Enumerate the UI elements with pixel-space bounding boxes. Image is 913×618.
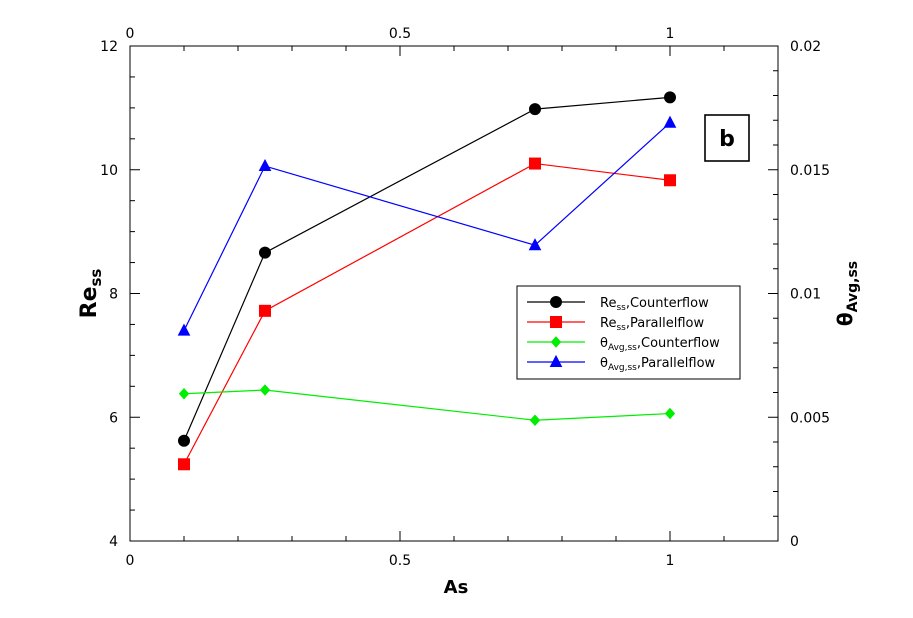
- legend-label-name: ,Counterflow: [626, 296, 709, 311]
- data-point: [663, 115, 677, 128]
- data-point: [259, 384, 271, 396]
- series-4: [177, 115, 677, 336]
- series-1: [178, 91, 676, 447]
- y-left-tick-label: 6: [109, 410, 118, 426]
- y-axis-left-title-main: Re: [77, 286, 102, 318]
- y-axis-left-title: Ress: [77, 269, 105, 319]
- series-line: [183, 96, 671, 441]
- legend-label-name: ,Parallelflow: [626, 316, 705, 331]
- x-axis-title: As: [444, 577, 469, 598]
- plot-area: [129, 45, 779, 542]
- series-line: [183, 162, 671, 465]
- series-group: [177, 91, 677, 471]
- x-tick-label: 0.5: [389, 553, 411, 569]
- data-point: [259, 304, 271, 317]
- data-point: [529, 414, 541, 426]
- x-top-tick-label: 0: [126, 26, 135, 42]
- panel-label-box: b: [704, 114, 750, 162]
- y-left-tick-label: 12: [100, 39, 118, 55]
- legend: Ress,CounterflowRess,ParallelflowθAvg,ss…: [516, 285, 741, 380]
- series-line: [183, 389, 671, 421]
- data-point: [550, 336, 562, 348]
- legend-label-main: θ: [600, 336, 608, 351]
- data-point: [177, 323, 191, 336]
- y-axis-left-title-sub: ss: [87, 269, 105, 287]
- legend-label-main: Re: [600, 316, 616, 331]
- x-tick-label: 0: [126, 553, 135, 569]
- data-point: [664, 174, 676, 187]
- legend-label: Ress,Counterflow: [600, 296, 709, 313]
- data-point: [258, 158, 272, 172]
- legend-label: Ress,Parallelflow: [600, 316, 704, 333]
- y-right-tick-label: 0.015: [790, 163, 830, 179]
- legend-item: Ress,Counterflow: [527, 296, 709, 313]
- data-point: [528, 238, 542, 251]
- legend-label-sub: ss: [616, 323, 626, 333]
- y-right-tick-label: 0.01: [790, 287, 821, 303]
- series-2: [178, 157, 676, 471]
- series-line: [183, 122, 671, 331]
- legend-label: θAvg,ss,Counterflow: [600, 336, 720, 353]
- y-right-tick-label: 0.005: [790, 410, 830, 426]
- axis-ticks: [129, 45, 779, 542]
- data-point: [178, 434, 190, 447]
- legend-label-main: θ: [600, 356, 608, 371]
- legend-label-sub: ss: [616, 303, 626, 313]
- legend-label-main: Re: [600, 296, 616, 311]
- x-top-tick-label: 0.5: [389, 26, 411, 42]
- panel-label: b: [719, 127, 735, 152]
- legend-label-sub: Avg,ss: [608, 363, 637, 373]
- y-right-tick-label: 0: [790, 534, 799, 550]
- legend-label-name: ,Parallelflow: [637, 356, 716, 371]
- y-axis-right-title-sub: Avg,ss: [845, 261, 861, 312]
- data-point: [664, 91, 676, 104]
- legend-label-name: ,Counterflow: [637, 336, 720, 351]
- y-left-tick-label: 4: [109, 534, 118, 550]
- y-right-tick-label: 0.02: [790, 39, 821, 55]
- x-tick-label: 1: [666, 553, 675, 569]
- legend-item: θAvg,ss,Parallelflow: [527, 354, 716, 373]
- data-point: [178, 458, 190, 471]
- legend-label-sub: Avg,ss: [608, 343, 637, 353]
- data-point: [549, 354, 563, 367]
- legend-item: θAvg,ss,Counterflow: [527, 336, 720, 353]
- data-point: [664, 407, 676, 420]
- y-axis-right-title: θAvg,ss: [833, 261, 861, 326]
- data-point: [178, 387, 190, 400]
- data-point: [259, 246, 271, 259]
- legend-item: Ress,Parallelflow: [527, 316, 704, 333]
- data-point: [529, 157, 541, 170]
- legend-label: θAvg,ss,Parallelflow: [600, 356, 716, 373]
- y-left-tick-label: 8: [109, 287, 118, 303]
- x-top-tick-label: 1: [666, 26, 675, 42]
- series-3: [178, 384, 676, 426]
- data-point: [550, 316, 562, 328]
- data-point: [550, 296, 562, 308]
- y-axis-right-title-main: θ: [833, 312, 857, 326]
- y-left-tick-label: 10: [100, 163, 118, 179]
- data-point: [529, 103, 541, 116]
